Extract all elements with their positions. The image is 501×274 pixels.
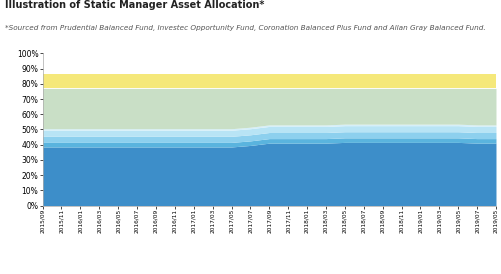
Text: *Sourced from Prudential Balanced Fund, Investec Opportunity Fund, Coronation Ba: *Sourced from Prudential Balanced Fund, … bbox=[5, 25, 485, 31]
Text: Illustration of Static Manager Asset Allocation*: Illustration of Static Manager Asset All… bbox=[5, 0, 265, 10]
